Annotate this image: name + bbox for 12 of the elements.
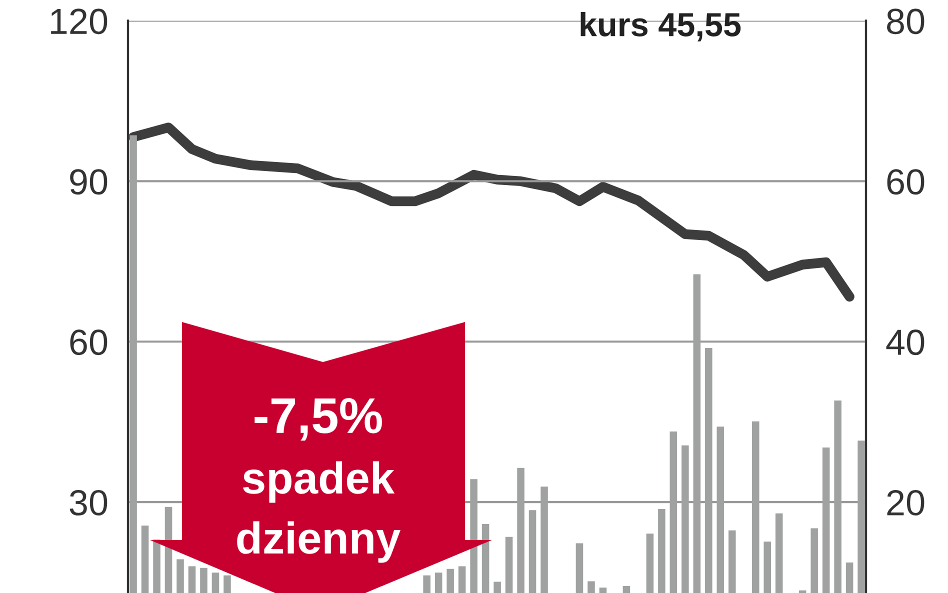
- annotation: -7,5%: [254, 398, 382, 441]
- y-tick-label: 60: [70, 330, 108, 356]
- annotation: spadek: [242, 461, 395, 503]
- y2-tick-label: 40: [886, 330, 924, 356]
- y-tick-label: 30: [70, 490, 108, 516]
- y-tick-label: 120: [51, 8, 108, 34]
- y-tick-label: 90: [70, 169, 108, 195]
- y2-tick-label: 80: [887, 8, 924, 34]
- y2-tick-label: 20: [887, 490, 924, 516]
- chart-title: kurs 45,55: [580, 12, 741, 42]
- y2-tick-label: 60: [887, 169, 924, 195]
- annotation: dzienny: [237, 521, 400, 563]
